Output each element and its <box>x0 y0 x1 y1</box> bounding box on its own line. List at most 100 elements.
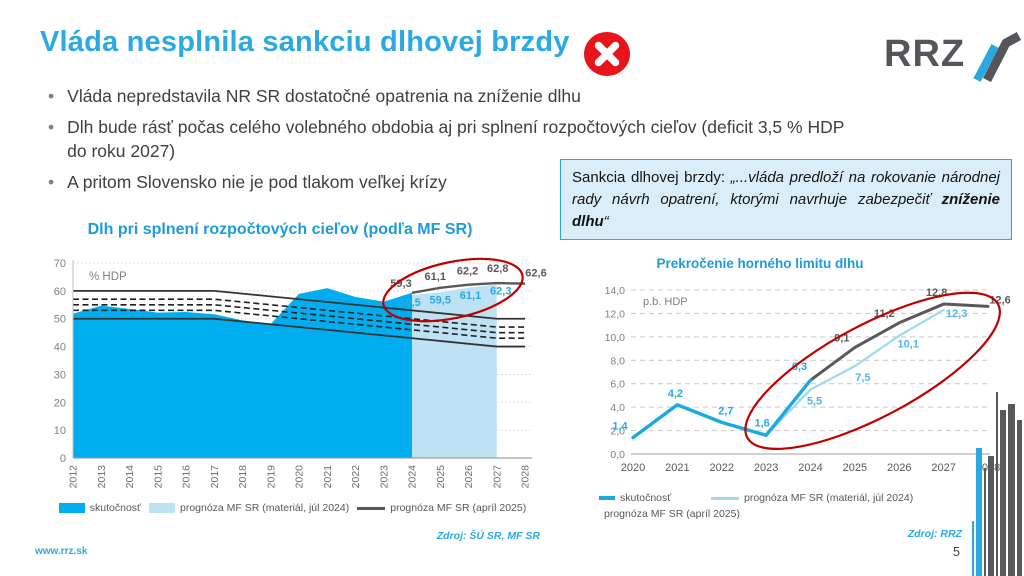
svg-text:7,5: 7,5 <box>855 372 870 384</box>
legend-swatch <box>711 496 739 500</box>
bullet-list: • Vláda nepredstavila NR SR dostatočné op… <box>42 84 942 202</box>
svg-text:2019: 2019 <box>265 465 277 489</box>
deco-bar <box>984 468 986 576</box>
svg-text:p.b. HDP: p.b. HDP <box>643 296 688 308</box>
svg-text:2026: 2026 <box>463 465 475 489</box>
callout-prefix: Sankcia dlhovej brzdy: <box>572 169 731 186</box>
svg-text:58,5: 58,5 <box>399 297 420 309</box>
svg-text:2016: 2016 <box>181 465 193 489</box>
svg-text:2014: 2014 <box>124 465 136 489</box>
deco-bar <box>1008 404 1015 576</box>
callout-quote-close: “ <box>603 212 609 230</box>
bullet-item: • Vláda nepredstavila NR SR dostatočné op… <box>42 84 942 108</box>
bullet-text: A pritom Slovensko nie je pod tlakom veľ… <box>67 172 447 193</box>
legend-item: prognóza MF SR (materiál, júl 2024) <box>711 492 1011 504</box>
svg-text:2028: 2028 <box>520 465 532 489</box>
svg-text:2020: 2020 <box>621 462 645 474</box>
svg-text:0: 0 <box>60 453 66 465</box>
legend-item: prognóza MF SR (materiál, júl 2024) <box>148 502 350 514</box>
bullet-dot: • <box>48 86 55 106</box>
bullet-dot: • <box>48 117 55 138</box>
svg-text:2012: 2012 <box>68 465 80 489</box>
svg-text:% HDP: % HDP <box>89 271 127 283</box>
svg-text:1,4: 1,4 <box>612 421 628 433</box>
svg-text:61,1: 61,1 <box>460 290 481 302</box>
svg-text:2026: 2026 <box>887 462 911 474</box>
svg-text:30: 30 <box>54 369 66 381</box>
legend-label: prognóza MF SR (apríl 2025) <box>604 508 740 520</box>
legend-swatch <box>58 503 85 513</box>
svg-text:2024: 2024 <box>407 465 419 489</box>
bullet-text: Dlh bude rásť počas celého volebného obd… <box>67 117 845 162</box>
svg-text:62,8: 62,8 <box>487 263 508 275</box>
svg-text:1,6: 1,6 <box>754 417 769 429</box>
svg-text:14,0: 14,0 <box>605 285 626 297</box>
svg-text:70: 70 <box>54 258 66 270</box>
svg-text:62,3: 62,3 <box>490 285 511 297</box>
bullet-item: • Dlh bude rásť počas celého volebného ob… <box>42 115 942 163</box>
legend-item: prognóza MF SR (apríl 2025) <box>357 502 526 514</box>
page-number: 5 <box>953 545 960 559</box>
callout-quote: „...vláda predloží na rokovanie národnej… <box>572 169 1001 208</box>
svg-text:9,1: 9,1 <box>834 332 849 344</box>
bullet-dot: • <box>48 172 55 193</box>
svg-text:59,5: 59,5 <box>430 294 451 306</box>
svg-text:2027: 2027 <box>931 462 955 474</box>
svg-text:2018: 2018 <box>237 465 249 489</box>
svg-text:5,5: 5,5 <box>807 396 822 408</box>
svg-text:8,0: 8,0 <box>610 355 625 367</box>
svg-text:12,0: 12,0 <box>605 308 626 320</box>
svg-text:60: 60 <box>54 286 66 298</box>
right-chart-title: Prekročenie horného limitu dlhu <box>656 256 864 271</box>
right-chart-source: Zdroj: RRZ <box>907 528 962 540</box>
svg-text:2021: 2021 <box>322 465 334 489</box>
svg-text:59,3: 59,3 <box>390 278 411 290</box>
callout-quote-bold: zníženie dlhu <box>572 190 1000 230</box>
deco-bar <box>972 521 974 576</box>
svg-text:61,1: 61,1 <box>425 271 446 283</box>
legend-label: prognóza MF SR (materiál, júl 2024) <box>179 502 350 514</box>
svg-text:2015: 2015 <box>152 465 164 489</box>
svg-text:6,0: 6,0 <box>610 379 625 391</box>
legend-item: skutočnosť <box>599 492 711 504</box>
svg-text:2022: 2022 <box>710 462 734 474</box>
decorative-bars <box>972 392 1022 576</box>
legend-swatch <box>357 506 386 510</box>
svg-text:40: 40 <box>54 342 66 354</box>
debt-chart: 0 10 20 30 40 50 60 70 2012 2013 2014 2015 2016 2017 2… <box>54 257 547 489</box>
legend-label: prognóza MF SR (materiál, júl 2024) <box>744 492 914 504</box>
deco-bar <box>1000 410 1006 576</box>
svg-text:0,0: 0,0 <box>610 449 625 461</box>
svg-text:2020: 2020 <box>294 465 306 489</box>
svg-text:2025: 2025 <box>435 465 447 489</box>
bullet-text: Vláda nepredstavila NR SR dostatočné opa… <box>67 86 581 106</box>
svg-text:2023: 2023 <box>378 465 390 489</box>
sanction-callout: Sankcia dlhovej brzdy: „...vláda predlož… <box>560 159 1012 241</box>
svg-text:10: 10 <box>54 425 66 437</box>
legend-label: skutočnosť <box>89 502 141 514</box>
limit-chart: 0,0 2,0 4,0 6,0 8,0 10,0 12,0 14,0 2020 2021 2022 2… <box>605 285 1011 474</box>
right-chart-legend: skutočnosť prognóza MF SR (materiál, júl … <box>599 492 1011 520</box>
svg-text:12,3: 12,3 <box>946 308 967 320</box>
svg-text:20: 20 <box>54 397 66 409</box>
footer-url: www.rrz.sk <box>35 546 88 557</box>
left-chart-source: Zdroj: ŠÚ SR, MF SR <box>436 530 540 542</box>
legend-swatch <box>599 496 615 500</box>
legend-swatch <box>148 503 175 513</box>
page-title: Vláda nesplnila sankciu dlhovej brzdy <box>40 26 570 58</box>
svg-text:2023: 2023 <box>754 462 778 474</box>
legend-label: skutočnosť <box>620 492 672 504</box>
svg-text:62,6: 62,6 <box>525 268 546 280</box>
svg-text:4,2: 4,2 <box>668 388 683 400</box>
rrz-logo: RRZ <box>884 28 1022 82</box>
svg-text:10,0: 10,0 <box>605 332 626 344</box>
deco-bar <box>1017 420 1022 576</box>
deco-bar <box>988 456 994 576</box>
bullet-item: • A pritom Slovensko nie je pod tlakom ve… <box>42 170 942 194</box>
svg-text:2013: 2013 <box>96 465 108 489</box>
svg-text:2017: 2017 <box>209 465 221 489</box>
deco-bar <box>996 392 998 576</box>
deco-bar <box>976 448 982 576</box>
svg-text:2025: 2025 <box>843 462 867 474</box>
